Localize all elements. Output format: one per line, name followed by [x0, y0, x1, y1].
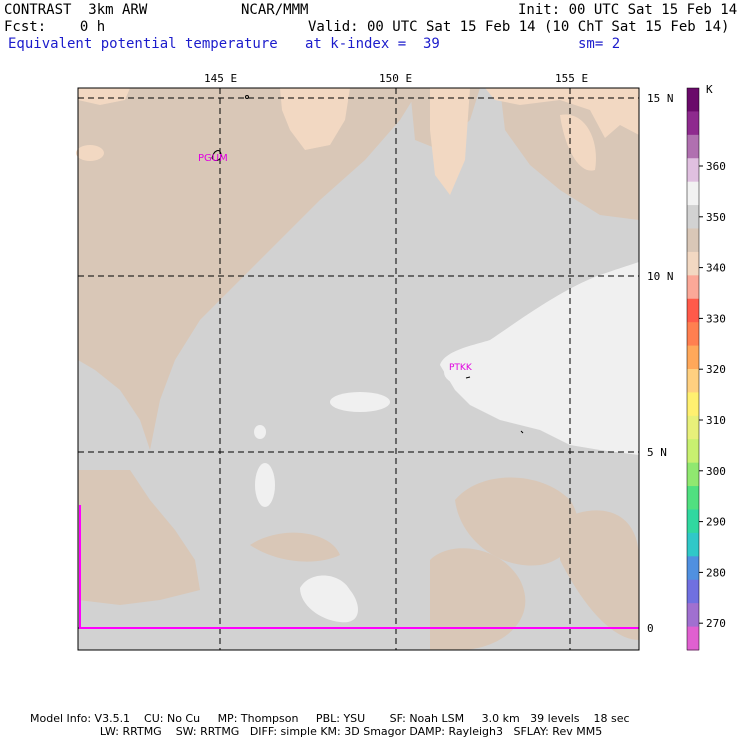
legend-swatch: [687, 251, 699, 276]
peach-regions: [76, 88, 639, 195]
legend-label-290: 290: [706, 516, 726, 529]
legend-label-300: 300: [706, 465, 726, 478]
smoothing-info: sm= 2: [578, 36, 621, 52]
map-panel: PGUM PTKK 145 E 150 E 155 E 15 N 10 N 5 …: [76, 72, 726, 651]
legend-swatch: [687, 134, 699, 159]
legend-swatch: [687, 158, 699, 183]
legend-swatch: [687, 345, 699, 370]
legend-swatch: [687, 462, 699, 487]
lon-label-155: 155 E: [555, 72, 588, 85]
lon-label-150: 150 E: [379, 72, 412, 85]
map-frame: [77, 87, 640, 651]
level-info: at k-index = 39: [305, 36, 440, 52]
legend-swatch: [687, 603, 699, 628]
field-name: Equivalent potential temperature: [8, 36, 278, 52]
legend-swatch: [687, 626, 699, 651]
legend-swatch: [687, 181, 699, 206]
model-title: CONTRAST 3km ARW: [4, 2, 148, 18]
legend-label-310: 310: [706, 414, 726, 427]
legend-swatch: [687, 275, 699, 300]
legend-unit: K: [706, 83, 713, 96]
legend-label-330: 330: [706, 312, 726, 325]
lat-label-10n: 10 N: [647, 270, 674, 283]
legend-swatch: [687, 392, 699, 417]
legend-label-360: 360: [706, 160, 726, 173]
legend-label-280: 280: [706, 566, 726, 579]
valid-time: Valid: 00 UTC Sat 15 Feb 14 (10 ChT Sat …: [308, 19, 730, 35]
legend-label-350: 350: [706, 211, 726, 224]
station-ptkk: PTKK: [449, 363, 473, 373]
footer-model-info-line2: LW: RRTMG SW: RRTMG DIFF: simple KM: 3D …: [30, 725, 603, 738]
legend-labels: 360 350 340 330 320 310 300 290 280 270: [699, 160, 726, 630]
legend-swatch: [687, 88, 699, 112]
light-regions: [254, 262, 639, 623]
tan-regions: [78, 88, 639, 650]
legend-swatch: [687, 532, 699, 557]
nest-boundary: [79, 505, 639, 629]
legend-swatch: [687, 322, 699, 347]
lat-label-15n: 15 N: [647, 92, 674, 105]
legend-colorbar: [687, 88, 699, 651]
lon-label-145: 145 E: [204, 72, 237, 85]
legend-swatch: [687, 369, 699, 393]
footer-model-info-line1: Model Info: V3.5.1 CU: No Cu MP: Thompso…: [30, 712, 630, 725]
lat-label-5n: 5 N: [647, 446, 667, 459]
legend-swatch: [687, 415, 699, 440]
init-time: Init: 00 UTC Sat 15 Feb 14: [518, 2, 738, 18]
forecast-hour: Fcst: 0 h: [4, 19, 106, 35]
legend-swatch: [687, 556, 699, 581]
center-title: NCAR/MMM: [241, 2, 309, 18]
legend-swatch: [687, 228, 699, 253]
legend-swatch: [687, 486, 699, 510]
legend-swatch: [687, 111, 699, 136]
legend-swatch: [687, 579, 699, 604]
lat-label-eq: 0: [647, 622, 654, 635]
legend-label-340: 340: [706, 262, 726, 275]
legend-swatch: [687, 205, 699, 229]
legend-swatch: [687, 439, 699, 464]
station-pgum: PGUM: [198, 153, 228, 164]
legend-label-320: 320: [706, 363, 726, 376]
legend-swatch: [687, 298, 699, 323]
legend-label-270: 270: [706, 617, 726, 630]
coastlines: [211, 95, 524, 434]
legend-swatch: [687, 509, 699, 534]
